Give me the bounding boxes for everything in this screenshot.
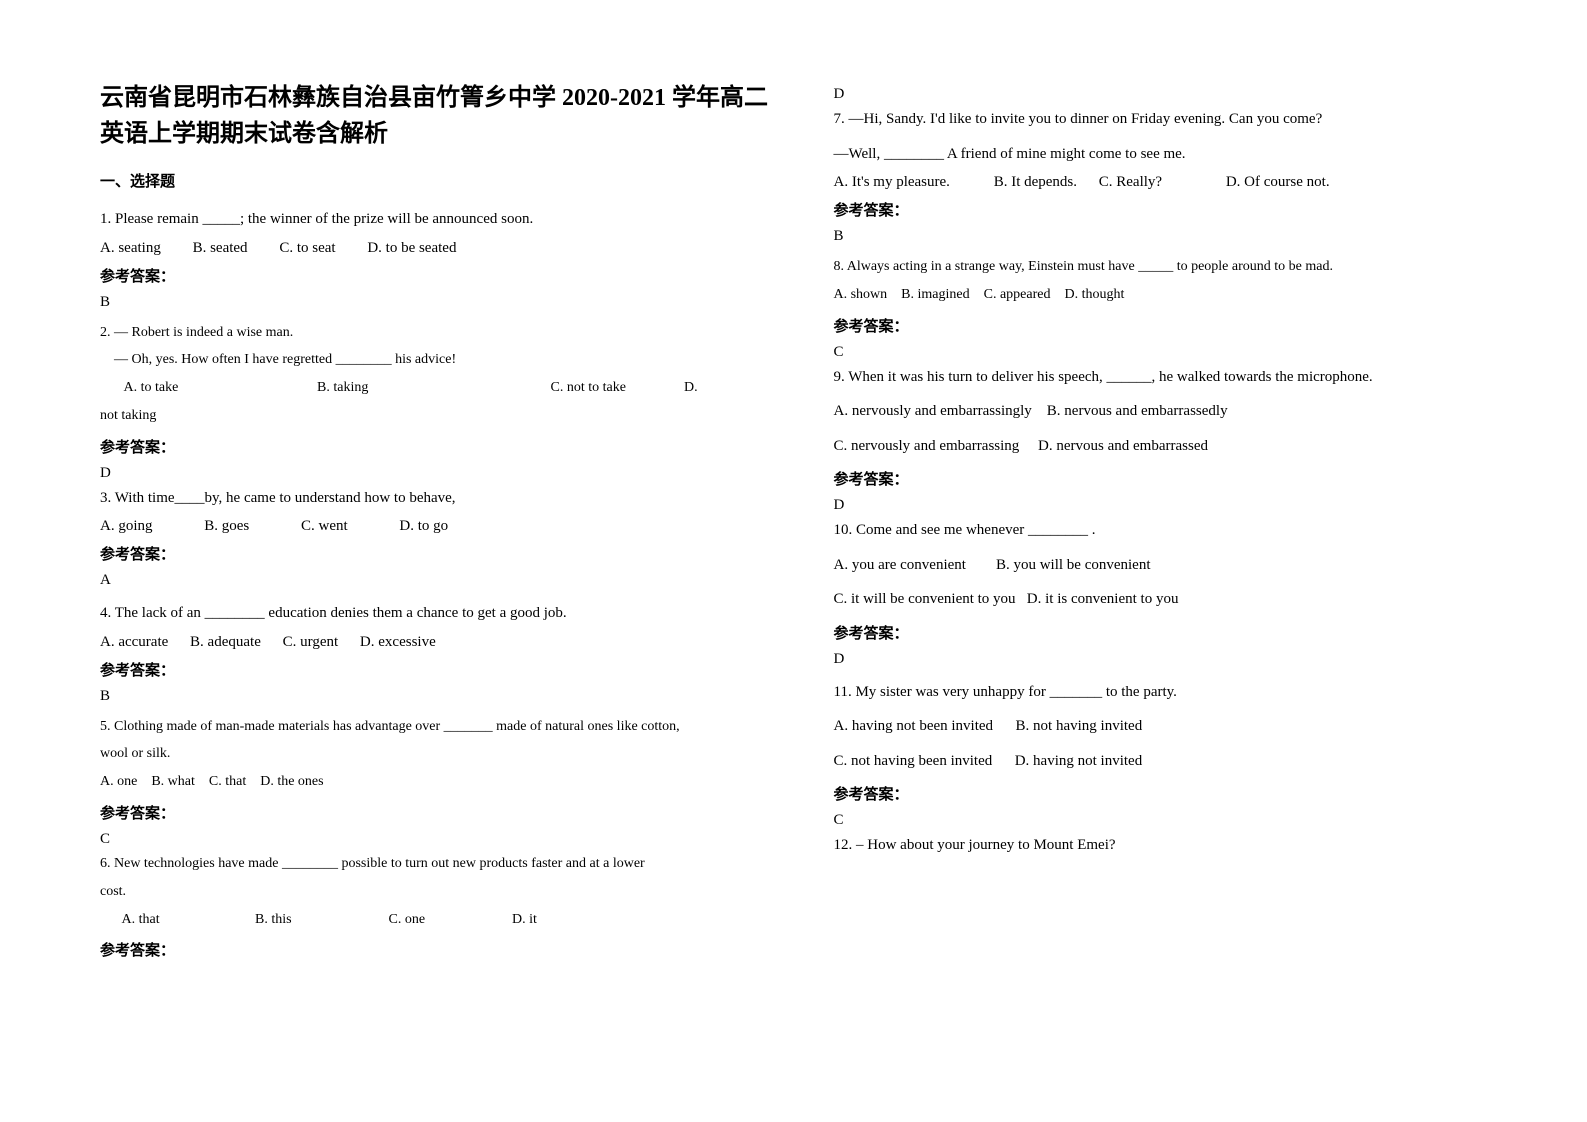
q3-answer: A bbox=[100, 572, 774, 589]
q5-answer: C bbox=[100, 831, 774, 848]
q2-answer: D bbox=[100, 465, 774, 482]
q2-opt-a: A. to take bbox=[124, 376, 314, 400]
q4-opt-c: C. urgent bbox=[283, 634, 339, 651]
q6-line2: cost. bbox=[100, 880, 774, 904]
q2-line3: not taking bbox=[100, 404, 774, 428]
q11-stem: 11. My sister was very unhappy for _____… bbox=[834, 678, 1528, 707]
q6-opt-a: A. that bbox=[122, 908, 252, 932]
q1-options: A. seating B. seated C. to seat D. to be… bbox=[100, 240, 774, 257]
q4-options: A. accurate B. adequate C. urgent D. exc… bbox=[100, 634, 774, 651]
q7-opt-a: A. It's my pleasure. bbox=[834, 174, 950, 191]
q7-line1: 7. —Hi, Sandy. I'd like to invite you to… bbox=[834, 105, 1528, 134]
q6-opt-c: C. one bbox=[389, 908, 509, 932]
q8-answer-label: 参考答案： bbox=[834, 315, 1528, 336]
q4-stem: 4. The lack of an ________ education den… bbox=[100, 599, 774, 628]
q1-opt-a: A. seating bbox=[100, 240, 161, 257]
q6-line1: 6. New technologies have made ________ p… bbox=[100, 852, 774, 876]
q7-opt-b: B. It depends. bbox=[994, 174, 1077, 191]
q1-opt-c: C. to seat bbox=[279, 240, 335, 257]
q3-opt-d: D. to go bbox=[399, 518, 448, 535]
q4-answer-label: 参考答案： bbox=[100, 659, 774, 680]
q4-opt-d: D. excessive bbox=[360, 634, 436, 651]
q3-options: A. going B. goes C. went D. to go bbox=[100, 518, 774, 535]
q4-answer: B bbox=[100, 688, 774, 705]
q9-answer: D bbox=[834, 497, 1528, 514]
q4-opt-a: A. accurate bbox=[100, 634, 168, 651]
q1-stem: 1. Please remain _____; the winner of th… bbox=[100, 205, 774, 234]
q5-options: A. one B. what C. that D. the ones bbox=[100, 770, 774, 794]
q3-opt-c: C. went bbox=[301, 518, 348, 535]
q3-opt-b: B. goes bbox=[204, 518, 249, 535]
q9-opts1: A. nervously and embarrassingly B. nervo… bbox=[834, 397, 1528, 426]
q2-opt-b: B. taking bbox=[317, 376, 547, 400]
q2-line2: — Oh, yes. How often I have regretted __… bbox=[100, 348, 774, 372]
q1-answer-label: 参考答案： bbox=[100, 265, 774, 286]
q8-options: A. shown B. imagined C. appeared D. thou… bbox=[834, 283, 1528, 307]
q6-opt-d: D. it bbox=[512, 912, 537, 927]
q10-answer-label: 参考答案： bbox=[834, 622, 1528, 643]
q3-stem: 3. With time____by, he came to understan… bbox=[100, 484, 774, 513]
q9-stem: 9. When it was his turn to deliver his s… bbox=[834, 363, 1528, 392]
q9-opts2: C. nervously and embarrassing D. nervous… bbox=[834, 432, 1528, 461]
q7-line2: —Well, ________ A friend of mine might c… bbox=[834, 140, 1528, 169]
q1-answer: B bbox=[100, 294, 774, 311]
q7-opt-c: C. Really? bbox=[1099, 174, 1162, 191]
q1-opt-b: B. seated bbox=[193, 240, 248, 257]
q3-answer-label: 参考答案： bbox=[100, 543, 774, 564]
q6-opt-b: B. this bbox=[255, 908, 385, 932]
column-left: 云南省昆明市石林彝族自治县亩竹箐乡中学 2020-2021 学年高二英语上学期期… bbox=[100, 80, 814, 1082]
section-heading: 一、选择题 bbox=[100, 170, 774, 191]
q2-opt-d: D. bbox=[684, 380, 698, 395]
q6-answer: D bbox=[834, 86, 1528, 103]
q7-answer: B bbox=[834, 228, 1528, 245]
q2-answer-label: 参考答案： bbox=[100, 436, 774, 457]
q2-options: A. to take B. taking C. not to take D. bbox=[100, 376, 774, 400]
q5-line1: 5. Clothing made of man-made materials h… bbox=[100, 715, 774, 739]
q10-opts2: C. it will be convenient to you D. it is… bbox=[834, 585, 1528, 614]
q11-answer-label: 参考答案： bbox=[834, 783, 1528, 804]
q10-stem: 10. Come and see me whenever ________ . bbox=[834, 516, 1528, 545]
q8-stem: 8. Always acting in a strange way, Einst… bbox=[834, 255, 1528, 279]
column-right: D 7. —Hi, Sandy. I'd like to invite you … bbox=[814, 80, 1528, 1082]
q1-opt-d: D. to be seated bbox=[367, 240, 456, 257]
q10-opts1: A. you are convenient B. you will be con… bbox=[834, 551, 1528, 580]
q2-line1: 2. — Robert is indeed a wise man. bbox=[100, 321, 774, 345]
q5-answer-label: 参考答案： bbox=[100, 802, 774, 823]
q6-answer-label: 参考答案： bbox=[100, 939, 774, 960]
q2-opt-c: C. not to take bbox=[551, 376, 681, 400]
page: 云南省昆明市石林彝族自治县亩竹箐乡中学 2020-2021 学年高二英语上学期期… bbox=[0, 0, 1587, 1122]
q9-answer-label: 参考答案： bbox=[834, 468, 1528, 489]
q10-answer: D bbox=[834, 651, 1528, 668]
q5-line2: wool or silk. bbox=[100, 742, 774, 766]
q3-opt-a: A. going bbox=[100, 518, 153, 535]
q11-answer: C bbox=[834, 812, 1528, 829]
doc-title: 云南省昆明市石林彝族自治县亩竹箐乡中学 2020-2021 学年高二英语上学期期… bbox=[100, 80, 774, 152]
q7-opt-d: D. Of course not. bbox=[1226, 174, 1330, 191]
q6-options: A. that B. this C. one D. it bbox=[100, 908, 774, 932]
q12-stem: 12. – How about your journey to Mount Em… bbox=[834, 831, 1528, 860]
q7-answer-label: 参考答案： bbox=[834, 199, 1528, 220]
q4-opt-b: B. adequate bbox=[190, 634, 261, 651]
q8-answer: C bbox=[834, 344, 1528, 361]
q11-opts1: A. having not been invited B. not having… bbox=[834, 712, 1528, 741]
q11-opts2: C. not having been invited D. having not… bbox=[834, 747, 1528, 776]
q7-options: A. It's my pleasure. B. It depends. C. R… bbox=[834, 174, 1528, 191]
